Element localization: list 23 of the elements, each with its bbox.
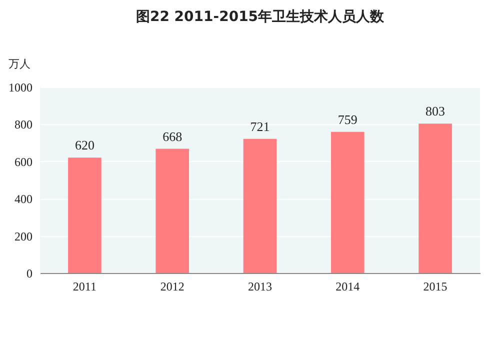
data-label: 759 [338, 112, 358, 127]
y-tick-label: 400 [14, 192, 32, 206]
y-tick-label: 0 [26, 266, 32, 280]
bar [243, 138, 277, 273]
bar [156, 148, 190, 273]
bar [68, 158, 102, 273]
y-axis-title: 万人 [8, 58, 30, 70]
bar [330, 132, 364, 273]
y-tick-label: 1000 [8, 80, 32, 94]
data-label: 721 [250, 118, 270, 134]
x-tick-label: 2012 [160, 280, 184, 294]
y-tick-label: 800 [14, 118, 32, 132]
chart-title: 图22 2011-2015年卫生技术人员人数 [136, 9, 386, 25]
x-tick-label: 2013 [248, 280, 272, 294]
data-label: 620 [74, 138, 94, 153]
bar [418, 124, 452, 273]
data-label: 668 [162, 128, 182, 144]
x-tick-label: 2015 [423, 280, 448, 294]
y-tick-label: 200 [14, 229, 32, 244]
x-tick-label: 2014 [336, 280, 360, 294]
y-tick-label: 600 [14, 154, 32, 169]
x-tick-label: 2011 [72, 280, 96, 294]
data-label: 803 [426, 104, 446, 119]
